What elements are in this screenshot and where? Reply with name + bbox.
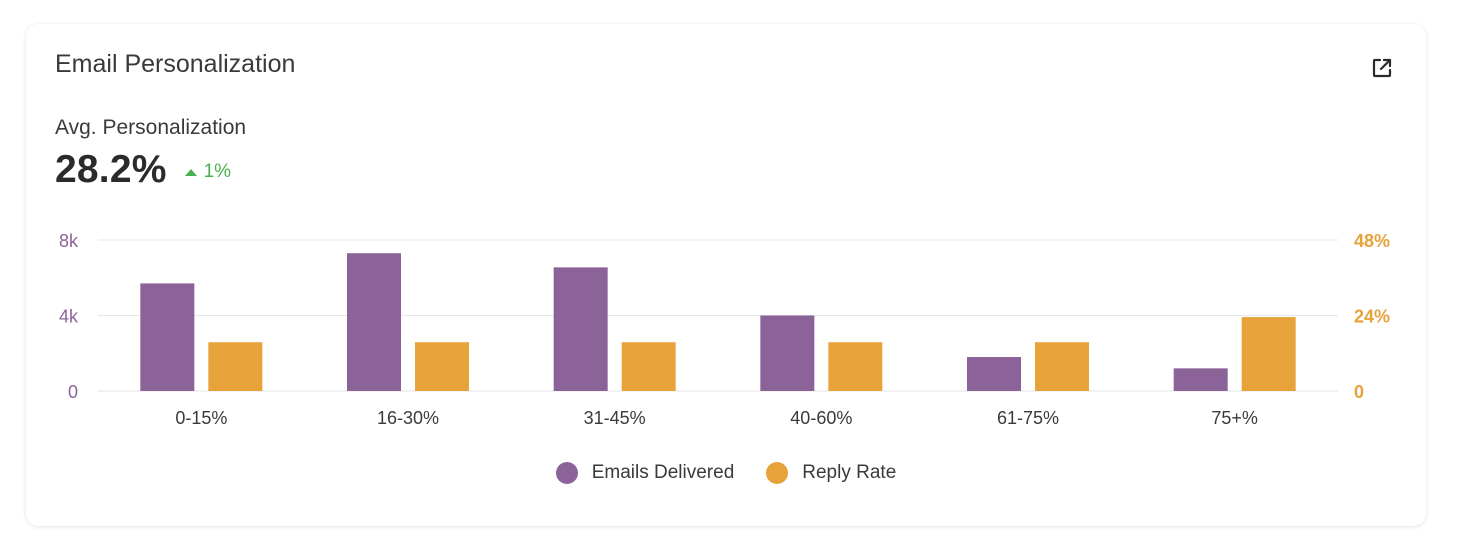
bar-reply-rate — [1035, 342, 1089, 391]
x-tick-label: 40-60% — [790, 408, 852, 428]
bar-emails-delivered — [553, 267, 608, 391]
chart-legend: Emails Delivered Reply Rate — [26, 462, 1426, 484]
triangle-up-icon — [184, 168, 197, 176]
kpi-delta-value: 1% — [203, 161, 232, 182]
kpi-label: Avg. Personalization — [55, 116, 247, 139]
y-right-tick-label: 48% — [1354, 231, 1390, 251]
x-tick-label: 61-75% — [997, 408, 1059, 428]
bar-reply-rate — [1241, 317, 1296, 391]
x-tick-label: 16-30% — [377, 408, 439, 428]
email-personalization-card: Email Personalization Avg. Personalizati… — [26, 24, 1426, 526]
y-left-tick-label: 4k — [59, 307, 79, 327]
expand-button[interactable] — [1368, 54, 1396, 82]
bar-emails-delivered — [760, 315, 815, 391]
bar-emails-delivered — [140, 283, 195, 391]
y-right-tick-label: 24% — [1354, 307, 1390, 327]
bar-reply-rate — [828, 342, 883, 391]
legend-label-reply-rate: Reply Rate — [802, 462, 897, 483]
x-tick-label: 31-45% — [584, 408, 646, 428]
bar-reply-rate — [621, 342, 676, 391]
legend-label-emails-delivered: Emails Delivered — [591, 462, 735, 483]
kpi-row: 28.2% 1% — [55, 148, 231, 192]
legend-item-emails-delivered[interactable]: Emails Delivered — [555, 462, 735, 484]
legend-swatch-reply-rate — [766, 462, 789, 484]
kpi-delta: 1% — [184, 161, 232, 183]
bar-emails-delivered — [967, 357, 1021, 391]
bar-emails-delivered — [1173, 368, 1228, 391]
bar-reply-rate — [208, 342, 263, 391]
y-right-tick-label: 0 — [1354, 382, 1364, 402]
card-title: Email Personalization — [55, 50, 296, 78]
external-link-icon — [1372, 58, 1392, 78]
bar-chart: 0 4k 8k 0 24% 48% 0-15% 16-30% 31-45% 40-60% 61-75… — [59, 231, 1390, 428]
kpi-value: 28.2% — [55, 148, 167, 191]
x-tick-label: 0-15% — [175, 408, 227, 428]
y-left-tick-label: 8k — [59, 231, 79, 251]
bar-reply-rate — [415, 342, 469, 391]
legend-item-reply-rate[interactable]: Reply Rate — [766, 462, 896, 484]
y-left-tick-label: 0 — [68, 382, 78, 402]
bar-emails-delivered — [347, 253, 401, 391]
legend-swatch-emails-delivered — [555, 462, 578, 484]
x-tick-label: 75+% — [1211, 408, 1258, 428]
